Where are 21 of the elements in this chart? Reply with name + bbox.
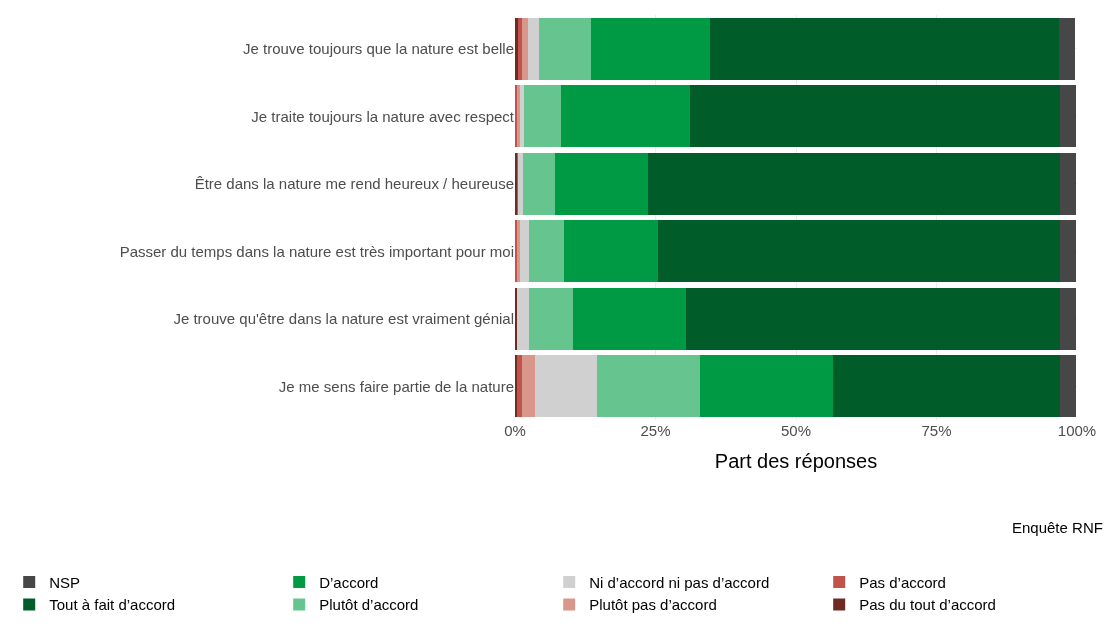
x-tick-label: 100% (1057, 422, 1097, 439)
legend-label: Pas du tout d’accord (859, 596, 996, 614)
legend-label: Ni d’accord ni pas d’accord (589, 573, 770, 591)
y-tick-label: Je trouve toujours que la nature est belle (242, 40, 514, 57)
legend-label: Tout à fait d’accord (49, 596, 176, 614)
x-axis-title: Part des réponses (714, 449, 878, 472)
y-tick-label: Passer du temps dans la nature est très important pour moi (119, 242, 514, 260)
legend-label: Pas d’accord (859, 573, 946, 591)
legend-label: Plutôt d’accord (319, 596, 419, 614)
x-tick-label: 75% (921, 422, 952, 439)
y-tick-label: Je me sens faire partie de la nature (278, 377, 514, 395)
x-tick-label: 50% (780, 422, 812, 439)
y-tick-label: Je traite toujours la nature avec respect (251, 107, 515, 125)
legend-label: Plutôt pas d’accord (589, 596, 717, 614)
y-tick-label: Je trouve qu'être dans la nature est vraiment génial (173, 310, 514, 327)
legend-label: NSP (49, 573, 81, 591)
legend-label: D’accord (319, 573, 379, 591)
x-tick-label: 25% (640, 422, 671, 439)
y-tick-label: Être dans la nature me rend heureux / heureuse (194, 175, 514, 192)
x-tick-label: 0% (504, 422, 526, 439)
text: Enquête RNF (1012, 519, 1103, 536)
